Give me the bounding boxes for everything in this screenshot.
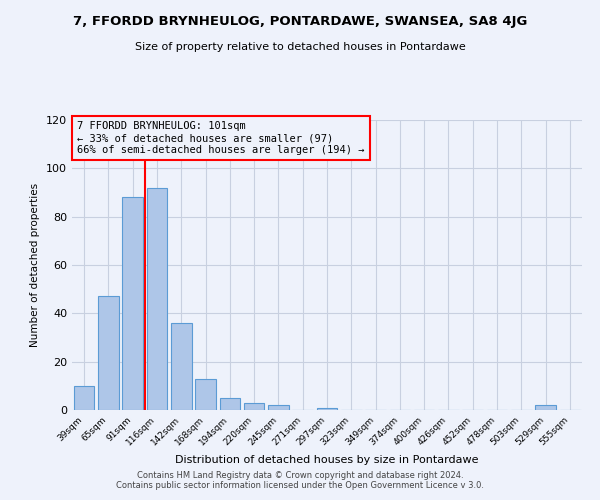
- Bar: [122, 198, 143, 410]
- Bar: [146, 188, 167, 410]
- Text: 7 FFORDD BRYNHEULOG: 101sqm
← 33% of detached houses are smaller (97)
66% of sem: 7 FFORDD BRYNHEULOG: 101sqm ← 33% of det…: [77, 122, 365, 154]
- Text: Size of property relative to detached houses in Pontardawe: Size of property relative to detached ho…: [134, 42, 466, 52]
- X-axis label: Distribution of detached houses by size in Pontardawe: Distribution of detached houses by size …: [175, 456, 479, 466]
- Bar: [535, 405, 556, 410]
- Bar: [98, 296, 119, 410]
- Bar: [171, 323, 191, 410]
- Text: 7, FFORDD BRYNHEULOG, PONTARDAWE, SWANSEA, SA8 4JG: 7, FFORDD BRYNHEULOG, PONTARDAWE, SWANSE…: [73, 15, 527, 28]
- Bar: [268, 405, 289, 410]
- Bar: [317, 408, 337, 410]
- Text: Contains HM Land Registry data © Crown copyright and database right 2024.: Contains HM Land Registry data © Crown c…: [137, 471, 463, 480]
- Y-axis label: Number of detached properties: Number of detached properties: [31, 183, 40, 347]
- Bar: [244, 403, 265, 410]
- Bar: [74, 386, 94, 410]
- Bar: [195, 378, 216, 410]
- Bar: [220, 398, 240, 410]
- Text: Contains public sector information licensed under the Open Government Licence v : Contains public sector information licen…: [116, 481, 484, 490]
